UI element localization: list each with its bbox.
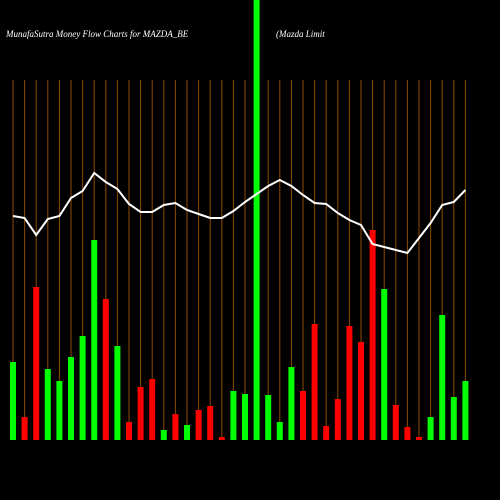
bar: [56, 381, 63, 440]
chart-subtitle: (Mazda Limit: [276, 29, 325, 39]
bar: [137, 387, 144, 440]
bar: [126, 422, 132, 440]
bar: [79, 336, 86, 440]
bar: [404, 427, 411, 440]
bar: [288, 367, 295, 440]
bar: [381, 289, 388, 440]
bar: [33, 287, 40, 440]
bar: [265, 395, 272, 440]
bar: [334, 399, 341, 440]
chart-title: MunafaSutra Money Flow Charts for MAZDA_…: [5, 29, 189, 39]
bar: [230, 391, 237, 440]
bar: [346, 326, 353, 440]
bar: [450, 397, 457, 440]
bar: [218, 437, 225, 440]
bar: [427, 417, 434, 440]
bar: [91, 240, 98, 440]
bar: [253, 0, 260, 440]
bar: [323, 426, 330, 440]
bar: [462, 381, 469, 440]
bar: [114, 346, 121, 440]
bar: [300, 391, 306, 440]
bar: [172, 414, 179, 440]
bar: [149, 379, 156, 440]
bar: [369, 230, 376, 440]
bar: [68, 357, 74, 440]
bar: [21, 417, 28, 440]
bar: [102, 299, 109, 440]
bar: [416, 437, 422, 440]
bar: [184, 425, 190, 440]
bar: [10, 362, 16, 440]
bar: [358, 342, 364, 440]
bar: [44, 369, 51, 440]
bar: [207, 406, 214, 440]
bar: [392, 405, 399, 440]
bar: [439, 315, 446, 440]
bar: [160, 430, 167, 440]
bar: [311, 324, 318, 440]
bar: [276, 422, 283, 440]
bar: [242, 394, 248, 440]
bar: [195, 410, 202, 440]
money-flow-line: [12, 171, 467, 255]
